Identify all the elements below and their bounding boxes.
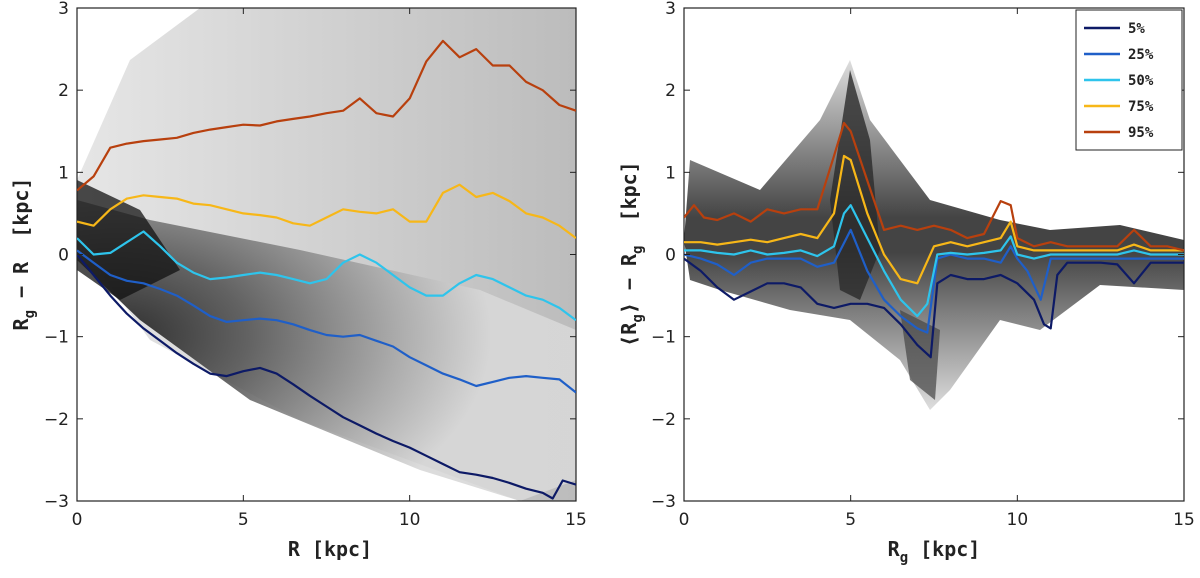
left-x-axis: 0 5 10 15: [72, 8, 587, 530]
right-panel: 0 5 10 15 −3 −2 −1 0 1 2 3 Rg [kpc] ⟨Rg⟩ − Rg [kpc…: [617, 0, 1195, 566]
right-y-axis: −3 −2 −1 0 1 2 3: [651, 0, 1184, 512]
right-x-axis-label: Rg [kpc]: [888, 537, 981, 566]
right-x-axis: 0 5 10 15: [679, 8, 1195, 530]
left-y-tick-label: 2: [58, 81, 69, 101]
left-y-axis: −3 −2 −1 0 1 2 3: [44, 0, 576, 512]
right-y-axis-label: ⟨Rg⟩ − Rg [kpc]: [617, 161, 646, 346]
left-series-lines: [77, 39, 576, 500]
legend-label-50pct: 50%: [1128, 73, 1154, 89]
left-x-tick-label: 15: [565, 510, 587, 530]
left-x-tick-label: 5: [238, 510, 249, 530]
left-density-histogram: [77, 8, 576, 501]
left-y-tick-label: 0: [58, 246, 69, 266]
legend: 5% 25% 50% 75% 95%: [1075, 9, 1183, 151]
left-series-line-75pct: [77, 183, 576, 239]
right-y-tick-label: 3: [665, 0, 676, 19]
left-y-axis-label: Rg − R [kpc]: [9, 178, 38, 331]
left-panel: 0 5 10 15 −3 −2 −1 0 1 2 3 R [kpc] Rg − R [kpc]: [9, 0, 587, 561]
right-series-lines: [684, 121, 1184, 359]
right-y-tick-label: 1: [665, 163, 676, 183]
right-series-line-50pct: [684, 204, 1184, 318]
legend-label-75pct: 75%: [1128, 99, 1154, 115]
right-y-tick-label: −1: [651, 328, 676, 348]
right-x-tick-label: 5: [845, 510, 856, 530]
left-x-axis-label: R [kpc]: [288, 537, 372, 561]
legend-label-95pct: 95%: [1128, 125, 1154, 141]
right-x-tick-label: 0: [679, 510, 690, 530]
left-series-line-25pct: [77, 249, 576, 394]
right-series-line-5pct: [684, 257, 1184, 359]
right-x-tick-label: 10: [1007, 510, 1029, 530]
left-y-tick-label: 1: [58, 163, 69, 183]
right-series-line-95pct: [684, 121, 1184, 252]
left-y-tick-label: −1: [44, 328, 69, 348]
left-x-tick-label: 0: [72, 510, 83, 530]
legend-label-5pct: 5%: [1128, 21, 1145, 37]
legend-label-25pct: 25%: [1128, 47, 1154, 63]
right-y-tick-label: 2: [665, 81, 676, 101]
left-y-tick-label: 3: [58, 0, 69, 19]
left-series-line-5pct: [77, 253, 576, 500]
left-series-line-50pct: [77, 230, 576, 322]
left-y-tick-label: −3: [44, 492, 69, 512]
right-x-tick-label: 15: [1173, 510, 1195, 530]
right-series-line-25pct: [684, 228, 1184, 334]
right-y-tick-label: −2: [651, 410, 676, 430]
right-y-tick-label: 0: [665, 246, 676, 266]
left-x-tick-label: 10: [399, 510, 421, 530]
left-y-tick-label: −2: [44, 410, 69, 430]
left-series-line-95pct: [77, 39, 576, 192]
right-series-line-75pct: [684, 154, 1184, 285]
right-y-tick-label: −3: [651, 492, 676, 512]
